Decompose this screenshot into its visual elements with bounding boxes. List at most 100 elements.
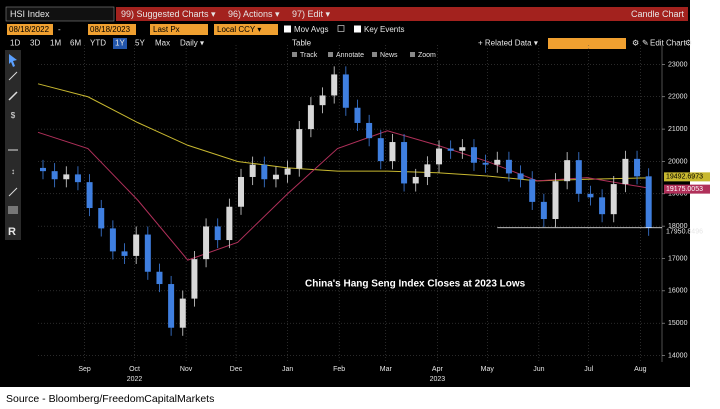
candle-body bbox=[470, 147, 477, 163]
tool-icon[interactable] bbox=[292, 52, 297, 57]
icon[interactable] bbox=[337, 25, 345, 32]
field[interactable] bbox=[214, 24, 278, 35]
gear[interactable]: ⚙ bbox=[632, 39, 639, 48]
edit-chart-icon: ✎ bbox=[642, 39, 649, 48]
timeframe[interactable]: 3D bbox=[30, 39, 40, 48]
candle-body bbox=[622, 158, 629, 185]
last-value-label: 19492.6973 bbox=[666, 174, 703, 181]
y-tick-label: 18000 bbox=[668, 223, 688, 230]
timeframe[interactable]: 6M bbox=[70, 39, 81, 48]
y-tick-label: 22000 bbox=[668, 94, 688, 101]
year-label: 2023 bbox=[430, 376, 446, 383]
timeframe[interactable]: 1M bbox=[50, 39, 61, 48]
tool-icon[interactable] bbox=[372, 52, 377, 57]
selected-timeframe bbox=[113, 38, 127, 49]
date-field[interactable] bbox=[88, 24, 136, 35]
candle-body bbox=[575, 160, 582, 194]
chart-kind: Candle Chart bbox=[631, 9, 685, 19]
ticker-box[interactable] bbox=[5, 6, 115, 22]
candle-body bbox=[168, 284, 175, 328]
candle-body bbox=[552, 181, 559, 220]
ticker: HSI Index bbox=[10, 9, 50, 19]
x-tick-label: May bbox=[481, 366, 495, 373]
y-tick-label: 23000 bbox=[668, 61, 688, 68]
timeframe[interactable]: Daily ▾ bbox=[180, 39, 204, 48]
candle-body bbox=[540, 201, 547, 220]
last-value-box bbox=[664, 184, 710, 194]
candle-body bbox=[401, 142, 408, 184]
y-tick-label: 19000 bbox=[668, 191, 688, 198]
candle-body bbox=[109, 228, 116, 252]
candle-body bbox=[610, 184, 617, 215]
candle-body bbox=[366, 122, 373, 139]
y-tick-label: 14000 bbox=[668, 352, 688, 359]
candle-body bbox=[144, 234, 151, 272]
last-price-label: 17950.8496 bbox=[666, 229, 703, 236]
end-date: 08/18/2023 bbox=[90, 25, 131, 34]
tool-icon[interactable] bbox=[410, 52, 415, 57]
y-tick-label: 15000 bbox=[668, 320, 688, 327]
x-tick-label: Dec bbox=[230, 366, 243, 373]
candle-body bbox=[214, 226, 221, 241]
x-tick-label: Jul bbox=[584, 366, 593, 373]
tool[interactable]: Zoom bbox=[418, 52, 436, 59]
timeframe[interactable]: YTD bbox=[90, 39, 106, 48]
toolbar-letter[interactable]: R bbox=[8, 226, 16, 238]
candle-body bbox=[634, 158, 641, 177]
y-tick-label: 20000 bbox=[668, 158, 688, 165]
date-sep: - bbox=[58, 25, 61, 34]
timeframe[interactable]: 1Y bbox=[115, 39, 125, 48]
field[interactable] bbox=[150, 24, 208, 35]
tool-icon[interactable] bbox=[8, 91, 18, 101]
candle-body bbox=[296, 129, 303, 169]
price-field: Last Px bbox=[153, 25, 180, 34]
table[interactable]: Table bbox=[292, 39, 312, 48]
x-tick-label: Oct bbox=[129, 366, 140, 373]
candle-body bbox=[424, 164, 431, 177]
x-tick-label: Apr bbox=[432, 366, 444, 373]
menu-item[interactable]: 97) Edit ▾ bbox=[292, 9, 331, 19]
candle-body bbox=[436, 148, 443, 165]
candle-body bbox=[249, 164, 256, 177]
candle-body bbox=[203, 226, 210, 260]
candle-body bbox=[307, 105, 314, 130]
checkbox[interactable] bbox=[284, 25, 291, 33]
tools: Track Annotate News Zoom bbox=[292, 52, 436, 59]
edit-chart[interactable]: Edit Chart bbox=[650, 39, 686, 48]
candle-body bbox=[74, 174, 81, 183]
candle-body bbox=[529, 179, 536, 202]
x-tick-label: Jun bbox=[533, 366, 544, 373]
candle-body bbox=[191, 259, 198, 299]
tool-icon[interactable]: $ bbox=[11, 111, 16, 120]
tool[interactable]: Track bbox=[300, 52, 318, 59]
key-events: Key Events bbox=[364, 25, 404, 34]
x-tick-label: Sep bbox=[78, 366, 91, 373]
candle-body bbox=[284, 168, 291, 175]
tool-icon[interactable] bbox=[8, 187, 18, 197]
timeframe[interactable]: 1D bbox=[10, 39, 20, 48]
candle-body bbox=[63, 174, 70, 180]
tool-icon[interactable] bbox=[9, 54, 17, 67]
tool-icon[interactable]: ↕ bbox=[11, 167, 15, 176]
tool-icon[interactable] bbox=[328, 52, 333, 57]
candle-body bbox=[98, 208, 105, 229]
tool[interactable]: Annotate bbox=[336, 52, 364, 59]
currency: Local CCY ▾ bbox=[217, 25, 261, 34]
candle-body bbox=[505, 159, 512, 174]
timeframe[interactable]: 5Y bbox=[135, 39, 145, 48]
last-value-box bbox=[664, 172, 710, 182]
candle-body bbox=[121, 251, 128, 256]
timeframe[interactable]: Max bbox=[155, 39, 170, 48]
menu-item[interactable]: 99) Suggested Charts ▾ bbox=[121, 9, 216, 19]
tool-icon[interactable] bbox=[8, 206, 18, 214]
gear[interactable]: ⚙ bbox=[685, 39, 692, 48]
menu-item[interactable]: 96) Actions ▾ bbox=[228, 9, 280, 19]
tool[interactable]: News bbox=[380, 52, 398, 59]
date-field[interactable] bbox=[7, 24, 53, 35]
related-data[interactable]: + Related Data ▾ bbox=[478, 39, 538, 48]
tool-icon[interactable] bbox=[8, 71, 18, 81]
field[interactable] bbox=[548, 38, 626, 49]
checkbox[interactable] bbox=[354, 25, 361, 33]
source: Source - Bloomberg/FreedomCapitalMarkets bbox=[6, 393, 214, 405]
